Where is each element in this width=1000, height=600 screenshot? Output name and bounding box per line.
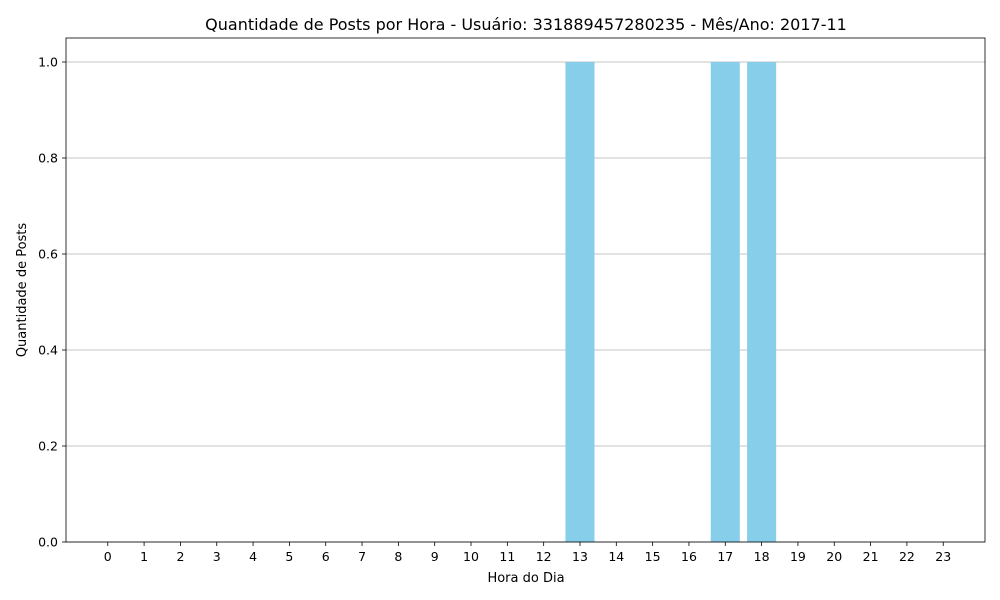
x-tick-label: 20 [826, 549, 842, 564]
bar [710, 62, 740, 542]
bars [565, 62, 777, 542]
x-tick-label: 1 [140, 549, 148, 564]
bar [565, 62, 595, 542]
x-tick-label: 4 [249, 549, 257, 564]
axes [65, 37, 986, 543]
x-axis-label: Hora do Dia [487, 571, 564, 586]
x-tick-label: 16 [681, 549, 697, 564]
x-tick-label: 7 [358, 549, 366, 564]
x-tick-label: 17 [717, 549, 733, 564]
x-tick-label: 13 [572, 549, 588, 564]
x-tick-label: 5 [285, 549, 293, 564]
x-tick-label: 22 [899, 549, 915, 564]
x-tick-label: 6 [322, 549, 330, 564]
y-tick-label: 0.4 [38, 343, 58, 358]
x-tick-label: 19 [790, 549, 806, 564]
y-axis-label: Quantidade de Posts [15, 223, 30, 358]
x-tick-label: 21 [863, 549, 879, 564]
x-tick-label: 2 [176, 549, 184, 564]
x-tick-label: 3 [213, 549, 221, 564]
x-ticks: 0 1 2 3 4 5 6 7 8 9 10 11 12 13 14 15 16 17 18 19 20 21 22 23 [104, 542, 951, 564]
x-tick-label: 9 [431, 549, 439, 564]
y-tick-label: 0.2 [38, 439, 58, 454]
y-tick-label: 0.6 [38, 247, 58, 262]
x-tick-label: 14 [608, 549, 624, 564]
x-tick-label: 11 [499, 549, 515, 564]
x-tick-label: 23 [935, 549, 951, 564]
chart-title: Quantidade de Posts por Hora - Usuário: … [205, 15, 847, 34]
x-tick-label: 12 [536, 549, 552, 564]
y-ticks: 0.0 0.2 0.4 0.6 0.8 1.0 [38, 55, 66, 550]
y-tick-label: 0.8 [38, 151, 58, 166]
plot-frame [65, 37, 986, 543]
y-tick-label: 1.0 [38, 55, 58, 70]
x-tick-label: 18 [754, 549, 770, 564]
grid-lines [66, 61, 985, 543]
x-tick-label: 8 [394, 549, 402, 564]
y-tick-label: 0.0 [38, 535, 58, 550]
bar [747, 62, 777, 542]
x-tick-label: 10 [463, 549, 479, 564]
x-tick-label: 15 [645, 549, 661, 564]
x-tick-label: 0 [104, 549, 112, 564]
